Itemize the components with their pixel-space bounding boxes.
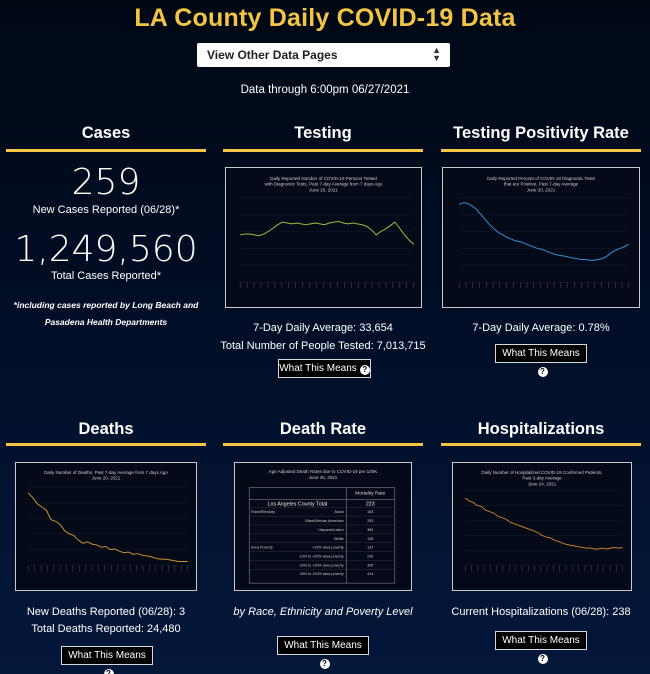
deaths-total: Total Deaths Reported: 24,480 [31, 623, 181, 635]
table-row-group: Area Poverty [251, 546, 273, 550]
new-cases-label: New Cases Reported (06/28)* [32, 204, 180, 216]
hospitalizations-series-line [464, 497, 623, 550]
positivity-button-label: What This Means [502, 348, 580, 359]
testing-rule [223, 149, 423, 152]
hosp-chart-title-1: Daily Number of Hospitalized COVID-19 Co… [481, 470, 602, 475]
select-value: View Other Data Pages [207, 48, 338, 62]
question-icon: ? [103, 669, 114, 674]
table-row-label: Asian [334, 510, 343, 514]
death-rate-rows: Race/Ethnicity Asian 183 Black/African Amer… [249, 507, 395, 576]
hospitalizations-chart[interactable]: Daily Number of Hospitalized COVID-19 Co… [452, 462, 632, 591]
deaths-chart-title-1: Daily Number of Deaths, Past 7-day Avera… [44, 470, 168, 475]
positivity-plot-area [458, 197, 629, 289]
table-row-value: 230 [367, 555, 373, 559]
positivity-title: Testing Positivity Rate [453, 124, 629, 142]
positivity-rule [441, 149, 641, 152]
data-pages-select[interactable]: View Other Data Pages ▲ ▼ [197, 43, 450, 67]
table-row-group: Race/Ethnicity [251, 510, 275, 514]
mortality-rate-header: Mortality Rate [355, 491, 386, 497]
testing-plot-area [239, 197, 415, 289]
positivity-chart-title-3: June 20, 2021 [527, 188, 556, 193]
cases-rule [6, 149, 206, 152]
death-rate-table-title-1: Age Adjusted Death Rates due to COVID-19… [269, 469, 377, 474]
data-through-text: Data through 6:00pm 06/27/2021 [240, 84, 410, 96]
question-icon: ? [319, 659, 330, 669]
death-rate-rule [223, 443, 423, 446]
hospitalizations-rule [441, 443, 641, 446]
testing-series-line [240, 220, 415, 245]
deaths-button-label: What This Means [68, 650, 146, 661]
hosp-chart-title-3: June 24, 2021 [528, 482, 557, 487]
positivity-what-this-means-button[interactable]: What This Means? [495, 344, 587, 377]
page-title: LA County Daily COVID-19 Data [134, 4, 516, 32]
deaths-series-line [27, 492, 188, 562]
testing-chart-title-1: Daily Reported Number of COVID-19 Person… [270, 176, 377, 181]
select-arrows-icon: ▲ ▼ [432, 45, 441, 63]
county-label: Los Angeles County Total [268, 501, 328, 507]
cases-note: *including cases reported by Long Beach … [13, 300, 199, 327]
table-row-label: <10% area poverty [312, 546, 344, 550]
new-cases-number: 259 [71, 162, 141, 203]
table-row-value: 414 [367, 572, 373, 576]
deaths-chart[interactable]: Daily Number of Deaths, Past 7-day Avera… [15, 462, 197, 591]
positivity-series-line [458, 202, 629, 261]
death-rate-subtitle: by Race, Ethnicity and Poverty Level [233, 606, 413, 618]
testing-button-label: What This Means [279, 363, 357, 374]
table-row-value: 253 [367, 519, 373, 523]
table-row-value: 305 [367, 563, 373, 567]
death-rate-table-title-2: June 26, 2021 [309, 475, 338, 480]
table-row-label: Black/African American [305, 519, 343, 523]
testing-title: Testing [294, 124, 352, 142]
table-row-value: 137 [367, 546, 373, 550]
cases-title: Cases [81, 124, 131, 142]
question-icon: ? [537, 367, 548, 377]
table-row-value: 384 [367, 528, 373, 532]
testing-chart-title-2: with Diagnostic Tests, Past 7-day Averag… [265, 182, 383, 187]
question-icon: ? [359, 365, 370, 375]
table-row-label: Hispanic/Latino [318, 528, 344, 532]
death-rate-title: Death Rate [279, 420, 367, 438]
positivity-chart-title-2: that are Positive, Past 7-day Average [504, 182, 579, 187]
deaths-new: New Deaths Reported (06/28): 3 [26, 606, 186, 618]
hosp-button-label: What This Means [502, 635, 580, 646]
deaths-what-this-means-button[interactable]: What This Means? [61, 646, 153, 674]
table-row-value: 128 [367, 537, 373, 541]
deaths-plot-area [27, 486, 188, 572]
hosp-chart-title-2: Past 3-day Average [522, 476, 562, 481]
table-row-value: 183 [367, 510, 373, 514]
hospitalizations-title: Hospitalizations [477, 420, 605, 438]
county-value: 223 [366, 501, 375, 507]
testing-what-this-means-button[interactable]: What This Means? [278, 359, 371, 378]
hospitalizations-plot-area [464, 490, 623, 572]
testing-avg: 7-Day Daily Average: 33,654 [253, 322, 393, 334]
deaths-chart-title-2: June 20, 2021 [92, 476, 121, 481]
hospitalizations-current: Current Hospitalizations (06/28): 238 [451, 606, 631, 618]
total-cases-label: Total Cases Reported* [50, 270, 162, 282]
table-row-label: 10% to <20% area poverty [300, 555, 344, 559]
deaths-title: Deaths [78, 420, 134, 438]
death-rate-table[interactable]: Age Adjusted Death Rates due to COVID-19… [234, 462, 412, 591]
table-row-label: 30% to 100% area poverty [300, 572, 344, 576]
question-icon: ? [537, 654, 548, 664]
testing-total: Total Number of People Tested: 7,013,715 [220, 340, 426, 352]
testing-chart[interactable]: Daily Reported Number of COVID-19 Person… [225, 167, 422, 308]
death-rate-what-this-means-button[interactable]: What This Means? [277, 636, 369, 669]
death-rate-button-label: What This Means [284, 640, 362, 651]
table-row-label: 20% to <30% area poverty [300, 563, 344, 567]
hosp-what-this-means-button[interactable]: What This Means? [495, 631, 587, 664]
table-row-label: White [334, 537, 344, 541]
testing-chart-title-3: June 20, 2021 [309, 188, 338, 193]
deaths-rule [6, 443, 206, 446]
total-cases-number: 1,249,560 [14, 229, 198, 270]
positivity-chart[interactable]: Daily Reported Percent of COVID-19 Diagn… [442, 167, 640, 308]
positivity-avg: 7-Day Daily Average: 0.78% [472, 322, 610, 334]
positivity-chart-title-1: Daily Reported Percent of COVID-19 Diagn… [487, 176, 596, 181]
